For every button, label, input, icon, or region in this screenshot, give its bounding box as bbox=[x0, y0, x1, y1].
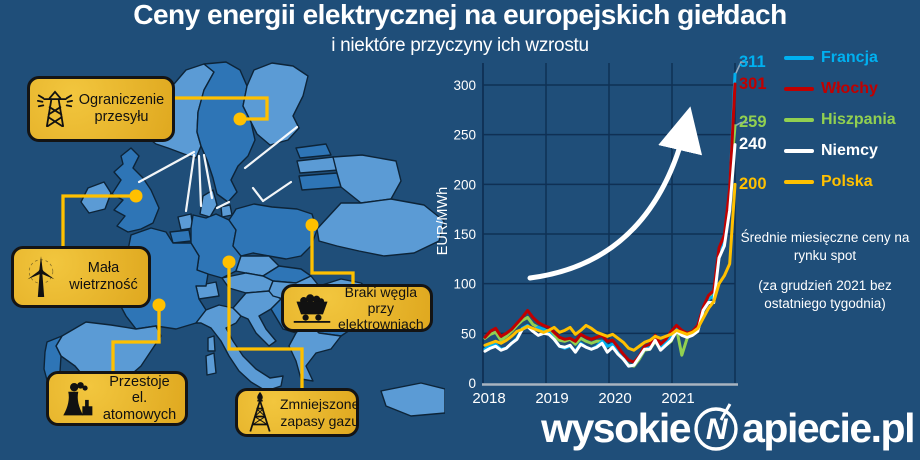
legend-swatch bbox=[784, 179, 814, 185]
page-subtitle: i niektóre przyczyny ich wzrostu bbox=[331, 35, 589, 56]
callout-label: Przestoje el. atomowych bbox=[102, 373, 177, 423]
legend-swatch bbox=[784, 86, 814, 92]
callout-label: Braki węgla przy elektrowniach bbox=[338, 283, 424, 333]
chart-note-line1: Średnie miesięczne ceny na rynku spot bbox=[740, 230, 910, 263]
svg-text:2018: 2018 bbox=[472, 390, 505, 405]
svg-text:2020: 2020 bbox=[598, 390, 631, 405]
interconnector-lines bbox=[137, 125, 299, 213]
price-chart: 0 50 100 150 200 250 300 2018 2019 2020 2021 bbox=[453, 61, 748, 405]
y-axis-label: EUR/MWh bbox=[435, 186, 451, 256]
nuclear-plant-icon bbox=[63, 381, 93, 415]
callout-coal-shortage: Braki węgla przy elektrowniach bbox=[281, 284, 433, 332]
callout-label: Ograniczenie przesyłu bbox=[78, 92, 165, 125]
svg-text:2021: 2021 bbox=[661, 390, 694, 405]
callout-dots bbox=[129, 112, 319, 312]
logo-suffix: apiecie.pl bbox=[742, 404, 915, 451]
page-title: Ceny energii elektrycznej na europejskic… bbox=[133, 0, 787, 30]
chart-note-line2: (za grudzień 2021 bez ostatniego tygodni… bbox=[758, 278, 892, 311]
svg-text:200: 200 bbox=[453, 177, 476, 192]
legend-swatch bbox=[784, 117, 814, 123]
growth-arrow bbox=[527, 106, 703, 281]
legend-swatch bbox=[784, 55, 814, 61]
legend-item-Niemcy: Niemcy bbox=[784, 141, 878, 161]
chart-series bbox=[483, 72, 737, 368]
gas-rig-icon bbox=[249, 391, 271, 432]
series-end-value-Polska: 200 bbox=[739, 174, 767, 193]
callout-nuclear-outages: Przestoje el. atomowych bbox=[46, 371, 188, 426]
svg-text:300: 300 bbox=[453, 78, 476, 93]
logo-prefix: wysokie bbox=[541, 404, 692, 451]
chart-grid: 0 50 100 150 200 250 300 2018 2019 2020 2021 bbox=[453, 61, 748, 405]
legend-item-Polska: Polska bbox=[784, 172, 873, 192]
coal-cart-icon bbox=[293, 294, 331, 323]
callout-gas-reserves: Zmniejszone zapasy gazu bbox=[235, 388, 359, 437]
legend-swatch bbox=[784, 148, 814, 154]
callout-low-wind: Mała wietrzność bbox=[11, 246, 151, 308]
callout-transmission-limit: Ograniczenie przesyłu bbox=[27, 76, 175, 142]
legend-label: Niemcy bbox=[821, 142, 878, 159]
svg-text:2019: 2019 bbox=[535, 390, 568, 405]
legend-label: Francja bbox=[821, 49, 878, 66]
legend-label: Hiszpania bbox=[821, 111, 896, 128]
logo-letter: N bbox=[706, 413, 729, 446]
svg-text:50: 50 bbox=[461, 326, 476, 341]
series-line-Polska bbox=[483, 182, 737, 352]
logo-lightning-n-icon: N bbox=[694, 403, 738, 451]
series-end-value-Francja: 311 bbox=[739, 52, 766, 71]
legend-label: Włochy bbox=[821, 80, 878, 97]
series-end-value-Hiszpania: 259 bbox=[739, 113, 767, 132]
svg-text:150: 150 bbox=[453, 227, 476, 242]
wind-turbine-icon bbox=[27, 256, 55, 297]
svg-text:0: 0 bbox=[468, 376, 476, 391]
legend-label: Polska bbox=[821, 173, 873, 190]
transmission-tower-icon bbox=[37, 90, 73, 127]
site-logo: wysokie N apiecie.pl bbox=[541, 403, 915, 453]
callout-label: Mała wietrzność bbox=[69, 260, 138, 293]
legend-item-Włochy: Włochy bbox=[784, 79, 878, 99]
series-end-value-Niemcy: 240 bbox=[739, 135, 767, 154]
series-end-value-Włochy: 301 bbox=[739, 74, 767, 93]
legend-item-Francja: Francja bbox=[784, 48, 878, 68]
legend-item-Hiszpania: Hiszpania bbox=[784, 110, 896, 130]
callout-label: Zmniejszone zapasy gazu bbox=[280, 396, 360, 429]
svg-text:100: 100 bbox=[453, 277, 476, 292]
svg-text:250: 250 bbox=[453, 128, 476, 143]
chart-note: Średnie miesięczne ceny na rynku spot (z… bbox=[731, 229, 919, 312]
callout-connectors bbox=[61, 96, 355, 389]
